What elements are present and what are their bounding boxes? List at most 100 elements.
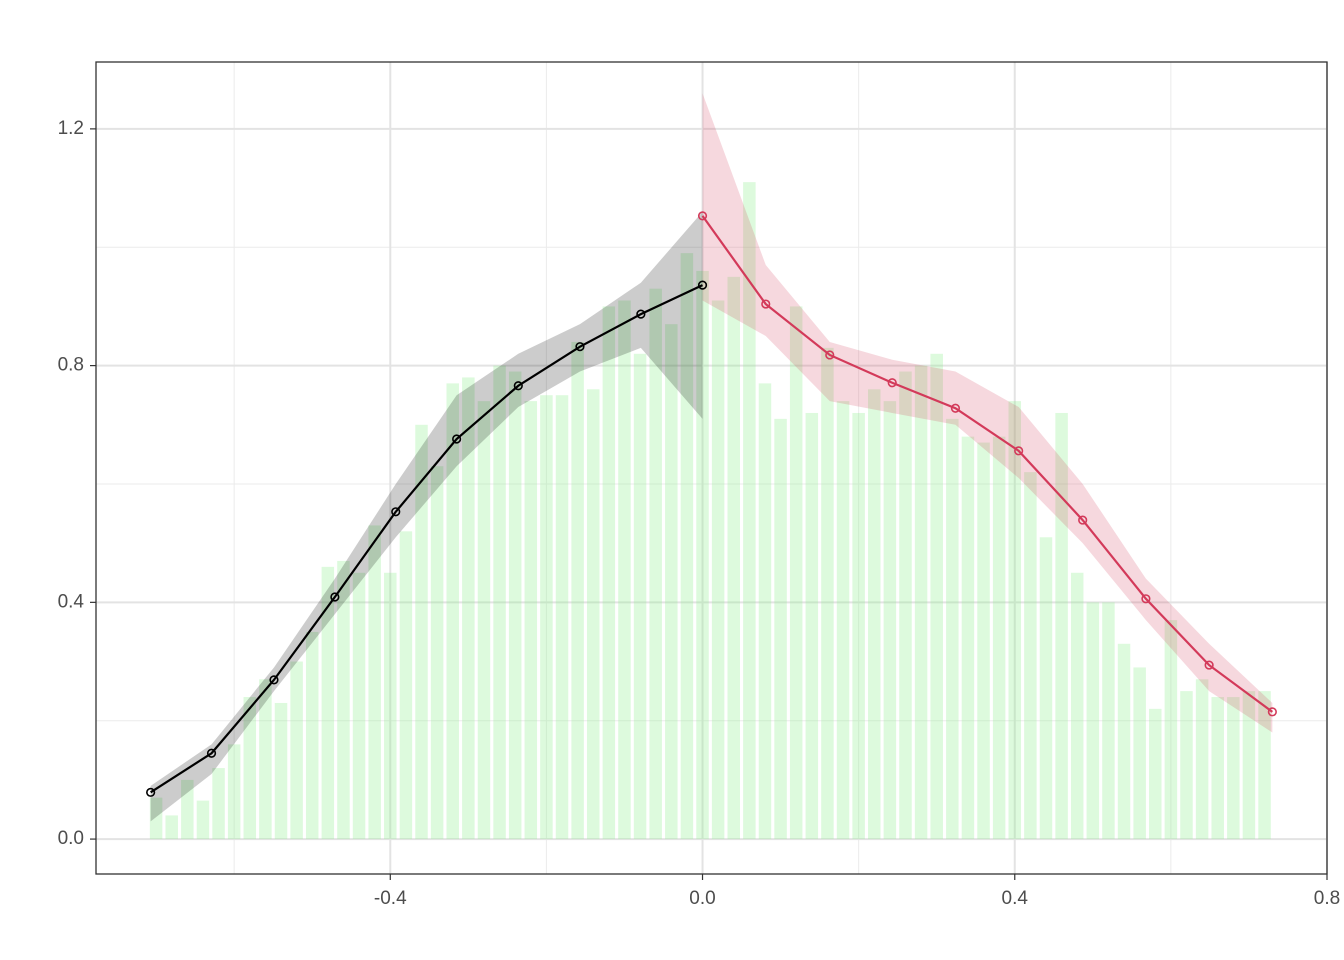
- line: [701, 215, 1274, 713]
- histogram-bar: [555, 395, 569, 840]
- histogram-bar: [1211, 697, 1224, 840]
- y-tick-label: 0.8: [58, 355, 84, 376]
- histogram-bar: [1055, 412, 1068, 840]
- histogram-bar: [415, 424, 428, 840]
- panel-border: [95, 61, 1328, 875]
- histogram-bar: [836, 401, 850, 840]
- histogram-bar: [290, 661, 303, 840]
- point: [206, 748, 217, 758]
- histogram-bar: [1242, 691, 1256, 840]
- histogram-bar: [430, 466, 444, 840]
- histogram-bar: [1195, 679, 1209, 840]
- histogram-bar: [586, 389, 600, 840]
- histogram-bar: [977, 442, 990, 840]
- point: [697, 280, 708, 290]
- histogram-bar: [821, 347, 834, 840]
- histogram-bar: [868, 389, 881, 840]
- histogram-bar: [524, 401, 538, 840]
- histogram-bar: [446, 383, 459, 840]
- histogram-bar: [508, 371, 522, 840]
- histogram-bar: [602, 306, 616, 840]
- histogram-bar: [181, 779, 194, 840]
- point: [950, 403, 961, 413]
- histogram-bar: [665, 324, 678, 840]
- point: [146, 787, 156, 797]
- histogram-bar: [571, 341, 584, 840]
- histogram-bar: [774, 418, 787, 840]
- point: [452, 434, 462, 444]
- histogram-bar: [274, 702, 288, 840]
- histogram-bar: [368, 525, 381, 840]
- histogram-bar: [227, 744, 241, 840]
- histogram-bar: [165, 815, 178, 840]
- histogram-bar: [727, 276, 740, 840]
- x-tick-label: 0.0: [689, 888, 715, 909]
- line: [150, 284, 703, 794]
- point: [513, 381, 523, 391]
- histogram-bar: [1133, 667, 1146, 840]
- confidence-band: [150, 211, 703, 822]
- histogram-bar: [243, 697, 257, 840]
- histogram-bar: [1149, 708, 1162, 840]
- confidence-band: [702, 93, 1273, 733]
- histogram-bar: [930, 353, 943, 840]
- histogram-bar: [992, 436, 1006, 840]
- histogram-bar: [1070, 572, 1084, 840]
- point: [887, 378, 897, 388]
- point: [1078, 515, 1088, 525]
- x-tick-label: 0.8: [1314, 888, 1340, 909]
- histogram-bar: [1008, 401, 1022, 840]
- histogram-bar: [883, 401, 897, 840]
- point: [1267, 707, 1277, 717]
- histogram-bar: [540, 395, 553, 840]
- histogram-bar: [149, 797, 163, 840]
- histogram-bar: [899, 371, 912, 840]
- histogram-bar: [961, 436, 975, 840]
- histogram-bar: [384, 572, 397, 840]
- histogram-bar: [649, 288, 662, 840]
- histogram-bar: [914, 365, 928, 840]
- histogram-bar: [743, 182, 756, 840]
- histogram-bar: [352, 572, 366, 840]
- histogram-bar: [1164, 620, 1178, 840]
- histogram-bar: [399, 531, 413, 840]
- histogram-bar: [196, 800, 210, 840]
- histogram-bar: [305, 631, 319, 840]
- histogram-bar: [212, 768, 225, 840]
- histogram-bar: [696, 270, 709, 840]
- x-tick-label: 0.4: [1002, 888, 1029, 909]
- histogram-bar: [259, 679, 272, 840]
- point: [1204, 660, 1214, 670]
- y-tick-label: 0.4: [58, 591, 85, 612]
- histogram-bar: [758, 383, 772, 840]
- histogram-bar: [321, 566, 335, 840]
- histogram-bar: [1039, 537, 1053, 840]
- histogram-bar: [633, 353, 647, 840]
- histogram-bar: [477, 401, 491, 840]
- x-tick-label: -0.4: [374, 888, 407, 909]
- histogram-bar: [946, 418, 959, 840]
- histogram-bar: [789, 306, 803, 840]
- histogram-bar: [805, 412, 819, 840]
- histogram-bar: [711, 300, 725, 840]
- histogram-bar: [1102, 602, 1115, 840]
- y-tick-label: 0.0: [58, 828, 84, 849]
- y-tick-label: 1.2: [58, 118, 84, 139]
- point: [269, 675, 279, 685]
- histogram-bar: [1086, 602, 1100, 840]
- histogram-bar: [462, 377, 475, 840]
- point: [697, 211, 708, 221]
- point: [761, 299, 771, 309]
- histogram-bar: [680, 253, 694, 840]
- point: [1014, 446, 1024, 456]
- point: [1141, 594, 1151, 604]
- histogram-bar: [493, 365, 506, 840]
- point: [575, 342, 585, 352]
- histogram-bar: [618, 300, 631, 840]
- histogram-bar: [1024, 472, 1037, 840]
- point: [330, 592, 340, 602]
- histogram-bar: [1258, 691, 1271, 840]
- histogram-bar: [1117, 643, 1131, 840]
